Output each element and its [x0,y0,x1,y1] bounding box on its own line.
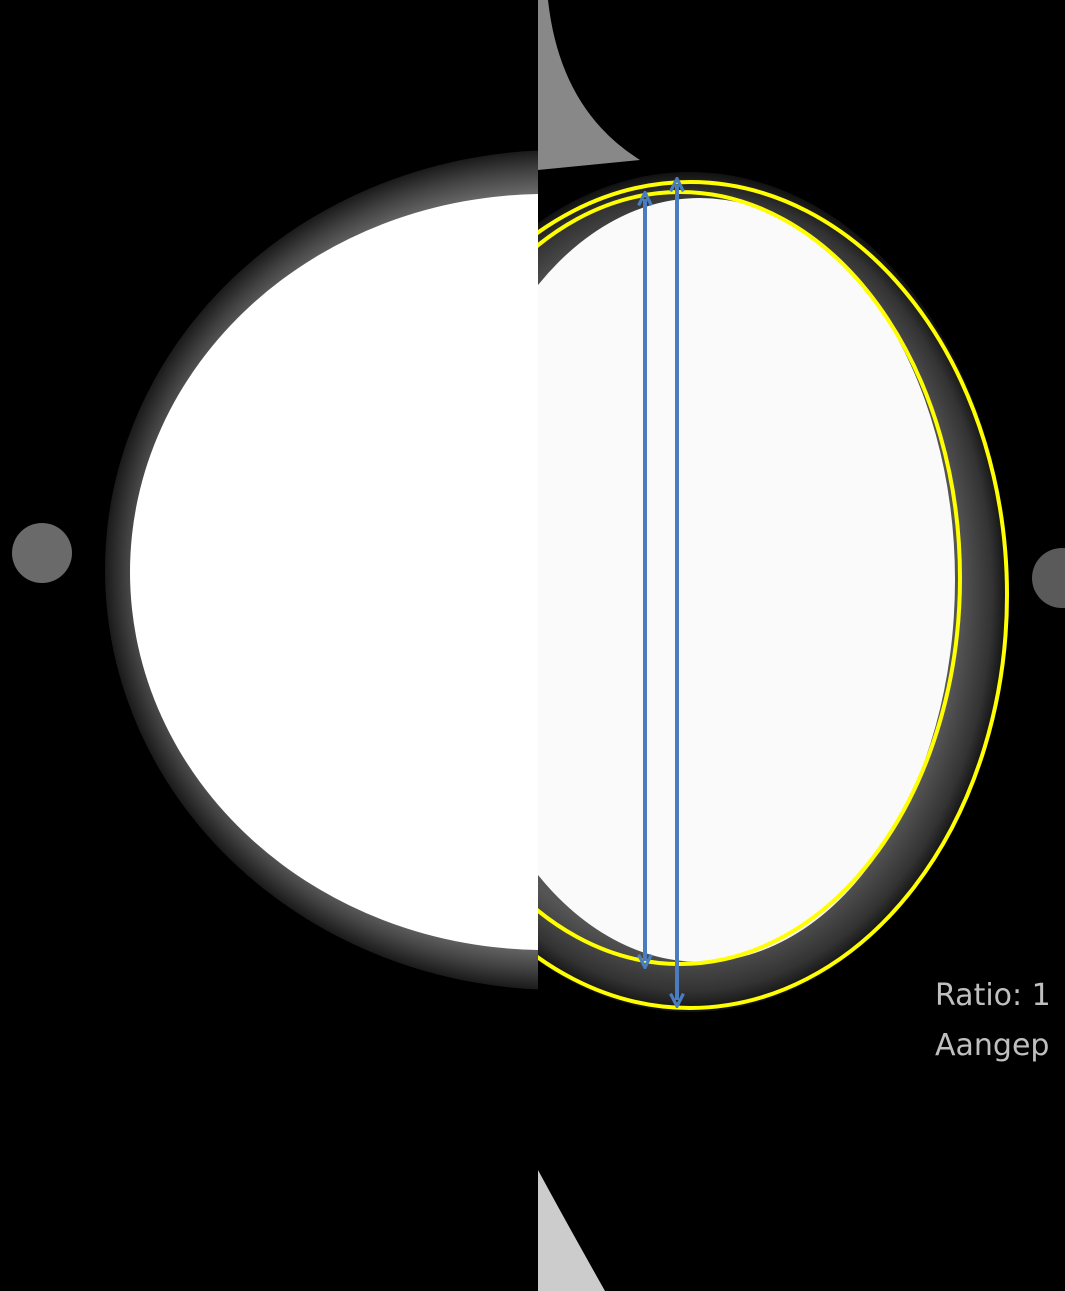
bottom-spike [538,1170,605,1291]
brain [130,194,538,950]
ear [1032,548,1065,608]
ear [12,523,72,583]
outer-ellipse [538,180,1009,1010]
ratio-text: Ratio: 1 [935,978,1051,1013]
top-spike [538,0,640,170]
left-view [12,150,538,990]
adjusted-text: Aangep [935,1028,1050,1063]
